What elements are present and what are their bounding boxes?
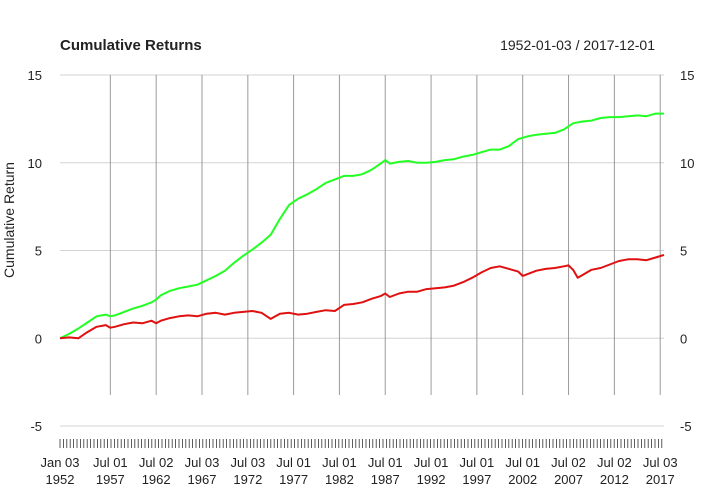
- x-tick-label-year: 1972: [233, 472, 262, 487]
- x-tick-label-year: 1967: [188, 472, 217, 487]
- x-tick-label-year: 2002: [508, 472, 537, 487]
- series-layer: [59, 112, 665, 340]
- x-tick-label-date: Jul 01: [414, 455, 449, 470]
- y-tick-label-left: 0: [35, 331, 42, 346]
- y-axis-left: -5 0 5 10 15: [28, 68, 42, 434]
- x-tick-label-year: 1977: [279, 472, 308, 487]
- x-tick-label-year: 1987: [371, 472, 400, 487]
- x-axis: Jan 03 1952 Jul 01 1957 Jul 02 1962 Jul 03 1967…: [40, 455, 677, 487]
- x-minor-ticks: [59, 439, 663, 448]
- x-tick-label-date: Jul 02: [597, 455, 632, 470]
- x-tick-label-year: 1957: [96, 472, 125, 487]
- x-tick-label-date: Jul 01: [505, 455, 540, 470]
- chart-title: Cumulative Returns: [60, 37, 202, 54]
- y-tick-label-right: 10: [680, 156, 694, 171]
- series-line-2: [59, 253, 665, 340]
- x-tick-label-year: 1997: [462, 472, 491, 487]
- x-tick-label-date: Jul 01: [460, 455, 495, 470]
- vertical-gridlines: [109, 75, 661, 395]
- x-tick-label-date: Jul 01: [276, 455, 311, 470]
- y-tick-label-right: 0: [680, 331, 687, 346]
- y-axis-right: -5 0 5 10 15: [680, 68, 694, 434]
- x-tick-label-date: Jul 03: [230, 455, 265, 470]
- x-tick-label-date: Jan 03: [40, 455, 79, 470]
- x-tick-label-year: 1962: [142, 472, 171, 487]
- x-axis-rug: [59, 439, 663, 448]
- x-tick-label-year: 1992: [417, 472, 446, 487]
- y-tick-label-left: 10: [28, 156, 42, 171]
- x-tick-label-year: 1982: [325, 472, 354, 487]
- y-tick-label-right: -5: [680, 419, 692, 434]
- series-line-1: [59, 112, 664, 340]
- x-tick-label-date: Jul 01: [368, 455, 403, 470]
- x-tick-label-year: 2012: [600, 472, 629, 487]
- x-tick-label-date: Jul 02: [551, 455, 586, 470]
- y-tick-label-right: 5: [680, 244, 687, 259]
- x-tick-label-date: Jul 03: [643, 455, 678, 470]
- y-tick-label-left: 15: [28, 68, 42, 83]
- x-tick-label-date: Jul 02: [139, 455, 174, 470]
- x-tick-label-year: 1952: [46, 472, 75, 487]
- horizontal-gridlines: [60, 74, 664, 427]
- y-axis-label: Cumulative Return: [1, 162, 17, 278]
- date-range-label: 1952-01-03 / 2017-12-01: [500, 37, 655, 53]
- y-tick-label-right: 15: [680, 68, 694, 83]
- x-tick-label-year: 2007: [554, 472, 583, 487]
- y-tick-label-left: -5: [30, 419, 42, 434]
- x-tick-label-date: Jul 01: [93, 455, 128, 470]
- x-tick-label-date: Jul 01: [322, 455, 357, 470]
- x-tick-label-date: Jul 03: [185, 455, 220, 470]
- y-tick-label-left: 5: [35, 244, 42, 259]
- x-tick-label-year: 2017: [646, 472, 675, 487]
